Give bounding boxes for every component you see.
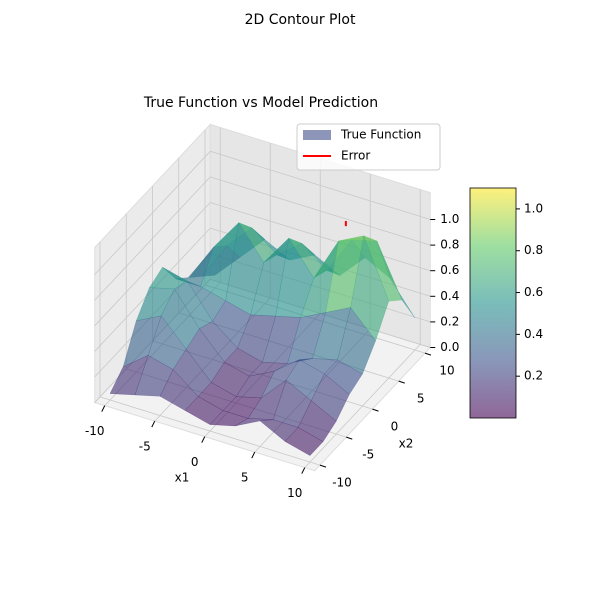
y-tick-label: 5 xyxy=(417,392,425,406)
legend-label: True Function xyxy=(340,128,421,142)
grid-line xyxy=(94,202,211,326)
y-axis-label: x2 xyxy=(399,437,414,451)
z-tick-label: 0.0 xyxy=(440,340,459,354)
z-tick-label: 0.2 xyxy=(440,314,459,328)
x-tick-label: 5 xyxy=(241,471,249,485)
colorbar-tick-label: 1.0 xyxy=(524,201,543,215)
surface-patch xyxy=(284,427,324,456)
grid-line xyxy=(99,396,321,466)
x-tick-label: -5 xyxy=(139,440,151,454)
grid-line xyxy=(94,151,211,275)
x-tick-label: 10 xyxy=(287,486,302,500)
grid-line xyxy=(94,176,211,301)
x-axis-label: x1 xyxy=(175,471,190,485)
colorbar-tick-label: 0.6 xyxy=(524,285,543,299)
y-tick-label: 0 xyxy=(391,420,399,434)
legend-swatch xyxy=(303,130,331,140)
colorbar-tick-label: 0.2 xyxy=(524,369,543,383)
x-tick-label: -10 xyxy=(85,424,105,438)
chart-title: True Function vs Model Prediction xyxy=(143,95,378,111)
z-tick-label: 0.4 xyxy=(440,289,459,303)
grid-line xyxy=(210,176,431,246)
z-tick-label: 1.0 xyxy=(440,212,459,226)
tick-mark xyxy=(372,408,379,412)
legend-box xyxy=(296,123,441,171)
y-tick-label: -10 xyxy=(332,476,352,490)
tick-mark xyxy=(201,436,206,443)
colorbar-tick-label: 0.4 xyxy=(524,327,543,341)
surface-patch xyxy=(297,400,337,442)
tick-mark xyxy=(251,451,256,459)
tick-mark xyxy=(398,380,405,384)
grid-line xyxy=(210,202,431,272)
colorbar xyxy=(469,187,517,419)
tick-mark xyxy=(319,464,327,468)
tick-mark xyxy=(101,405,106,412)
colorbar-tick-label: 0.8 xyxy=(524,243,543,257)
y-tick-label: 10 xyxy=(439,364,454,378)
tick-mark xyxy=(301,467,306,474)
tick-mark xyxy=(424,352,432,356)
y-tick-label: -5 xyxy=(362,448,374,462)
legend-label: Error xyxy=(341,149,370,163)
grid-line xyxy=(210,150,431,220)
tick-mark xyxy=(346,436,353,440)
z-tick-label: 0.8 xyxy=(440,238,459,252)
suptitle: 2D Contour Plot xyxy=(245,12,356,28)
tick-mark xyxy=(151,420,156,428)
x-tick-label: 0 xyxy=(191,455,199,469)
z-tick-label: 0.6 xyxy=(440,263,459,277)
surface-patch xyxy=(337,306,376,375)
surface-patch xyxy=(324,359,363,395)
